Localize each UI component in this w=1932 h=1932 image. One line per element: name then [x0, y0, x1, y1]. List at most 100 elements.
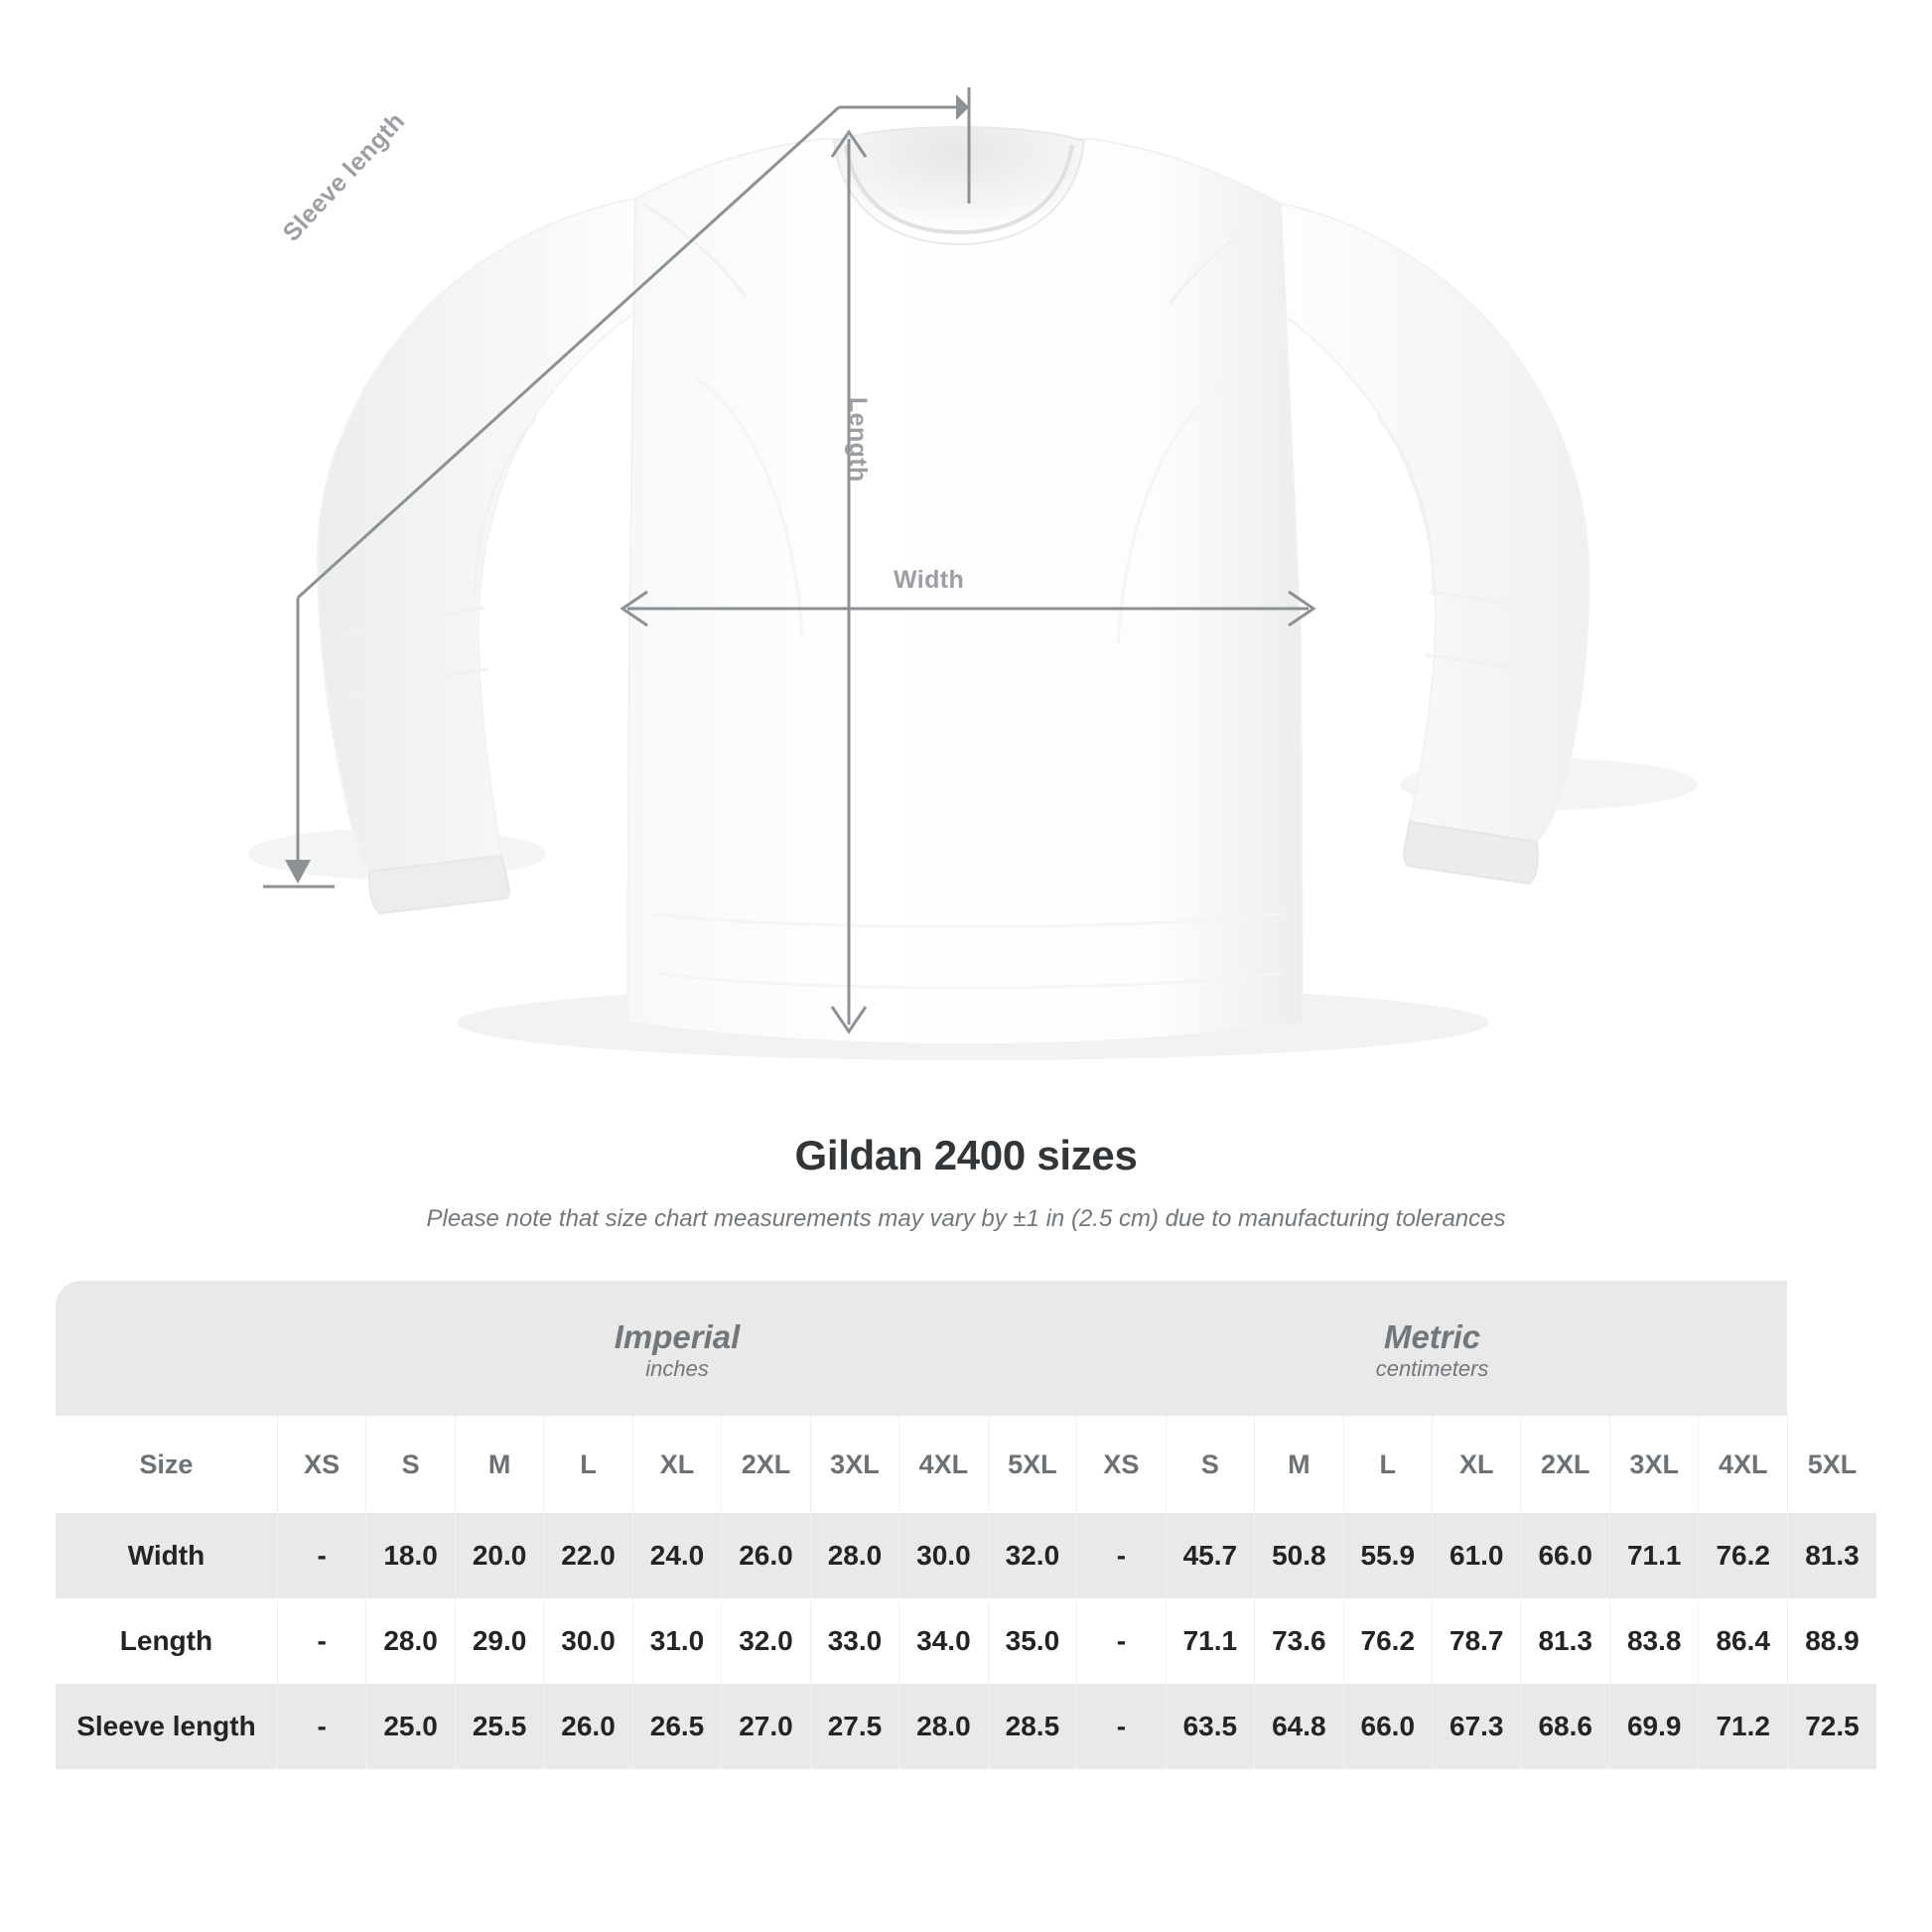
- cell-sleeve-imperial-2xl: 27.0: [721, 1684, 811, 1769]
- right-sleeve: [1247, 202, 1590, 844]
- sleeve-guide-diagonal: [296, 105, 841, 600]
- garment-body: [625, 138, 1305, 1046]
- unit-metric-cell: Metric centimeters: [1077, 1281, 1788, 1416]
- neckline: [832, 125, 1086, 246]
- cell-width-metric-3xl: 71.1: [1608, 1513, 1699, 1598]
- unit-imperial-name: Imperial: [614, 1318, 741, 1356]
- length-arrow-up: [830, 129, 868, 158]
- cell-length-metric-4xl: 86.4: [1698, 1598, 1788, 1684]
- cell-length-imperial-2xl: 32.0: [721, 1598, 811, 1684]
- cell-length-imperial-xs: -: [276, 1598, 366, 1684]
- unit-metric-sub: centimeters: [1375, 1355, 1489, 1381]
- size-header-metric-4xl: 4XL: [1698, 1416, 1788, 1513]
- cell-sleeve-imperial-s: 25.0: [365, 1684, 456, 1769]
- cell-length-metric-xl: 78.7: [1432, 1598, 1521, 1684]
- table-row: Width - 18.0 20.0 22.0 24.0 26.0 28.0 30…: [56, 1513, 1876, 1598]
- unit-metric-name: Metric: [1383, 1318, 1481, 1356]
- collar-rib: [844, 144, 1074, 235]
- cell-width-imperial-5xl: 32.0: [987, 1513, 1077, 1598]
- cell-length-imperial-m: 29.0: [454, 1598, 544, 1684]
- table-row: Sleeve length - 25.0 25.5 26.0 26.5 27.0…: [56, 1684, 1876, 1769]
- cell-sleeve-imperial-5xl: 28.5: [987, 1684, 1077, 1769]
- unit-banner-row: Imperial inches Metric centimeters: [56, 1281, 1876, 1416]
- cell-sleeve-metric-xl: 67.3: [1432, 1684, 1521, 1769]
- cell-width-metric-xs: -: [1076, 1513, 1167, 1598]
- cell-length-imperial-l: 30.0: [543, 1598, 633, 1684]
- size-header-metric-s: S: [1165, 1416, 1255, 1513]
- right-cuff: [1403, 820, 1539, 886]
- cell-width-metric-l: 55.9: [1342, 1513, 1433, 1598]
- length-label: Length: [844, 397, 872, 483]
- cell-width-imperial-3xl: 28.0: [809, 1513, 899, 1598]
- cell-width-imperial-xs: -: [276, 1513, 366, 1598]
- cell-sleeve-imperial-xl: 26.5: [631, 1684, 722, 1769]
- cell-width-imperial-s: 18.0: [365, 1513, 456, 1598]
- sleeve-arrow-down: [285, 860, 311, 884]
- size-header-label: Size: [139, 1449, 194, 1479]
- size-header-imperial-xl: XL: [631, 1416, 722, 1513]
- cell-width-metric-s: 45.7: [1165, 1513, 1255, 1598]
- cell-length-imperial-s: 28.0: [365, 1598, 456, 1684]
- cell-width-imperial-2xl: 26.0: [721, 1513, 811, 1598]
- cell-width-metric-2xl: 66.0: [1520, 1513, 1610, 1598]
- chart-heading: Gildan 2400 sizes Please note that size …: [0, 1132, 1932, 1233]
- size-header-row: Size XS S M L XL 2XL 3XL 4XL 5XL XS S M …: [56, 1416, 1876, 1513]
- cell-width-imperial-4xl: 30.0: [898, 1513, 989, 1598]
- sleeve-arrow-right: [956, 94, 969, 120]
- cell-width-imperial-xl: 24.0: [631, 1513, 722, 1598]
- cell-width-metric-xl: 61.0: [1432, 1513, 1521, 1598]
- size-header-imperial-s: S: [365, 1416, 456, 1513]
- cell-sleeve-metric-3xl: 69.9: [1608, 1684, 1699, 1769]
- length-arrow-down: [830, 1006, 868, 1035]
- table-row: Length - 28.0 29.0 30.0 31.0 32.0 33.0 3…: [56, 1598, 1876, 1684]
- size-chart-table: Imperial inches Metric centimeters Size …: [56, 1281, 1876, 1769]
- cell-length-metric-l: 76.2: [1342, 1598, 1433, 1684]
- unit-imperial-cell: Imperial inches: [277, 1281, 1076, 1416]
- row-label-length: Length: [119, 1625, 213, 1656]
- width-arrow-left: [620, 590, 648, 627]
- measurement-guides: [263, 87, 1316, 1035]
- size-header-metric-l: L: [1342, 1416, 1433, 1513]
- body-folds: [649, 375, 1284, 990]
- cell-length-metric-5xl: 88.9: [1786, 1598, 1876, 1684]
- size-header-metric-m: M: [1254, 1416, 1344, 1513]
- garment-diagram: Sleeve length Length Width: [248, 87, 1698, 1060]
- cell-sleeve-metric-4xl: 71.2: [1698, 1684, 1788, 1769]
- cell-length-imperial-4xl: 34.0: [898, 1598, 989, 1684]
- left-cuff: [367, 854, 510, 915]
- cell-sleeve-imperial-3xl: 27.5: [809, 1684, 899, 1769]
- unit-banner-spacer: [56, 1281, 277, 1416]
- cell-length-imperial-xl: 31.0: [631, 1598, 722, 1684]
- size-header-metric-2xl: 2XL: [1520, 1416, 1610, 1513]
- size-header-imperial-3xl: 3XL: [809, 1416, 899, 1513]
- tolerance-note: Please note that size chart measurements…: [426, 1205, 1506, 1232]
- garment-illustration: [248, 87, 1698, 1060]
- cell-length-imperial-3xl: 33.0: [809, 1598, 899, 1684]
- cell-sleeve-metric-s: 63.5: [1165, 1684, 1255, 1769]
- cell-sleeve-metric-2xl: 68.6: [1520, 1684, 1610, 1769]
- cell-length-metric-xs: -: [1076, 1598, 1167, 1684]
- width-arrow-right: [1288, 590, 1316, 627]
- width-label: Width: [894, 566, 965, 594]
- cell-sleeve-imperial-m: 25.5: [454, 1684, 544, 1769]
- size-header-metric-3xl: 3XL: [1608, 1416, 1699, 1513]
- row-label-width: Width: [127, 1540, 206, 1571]
- left-sleeve-folds: [342, 416, 538, 697]
- size-header-imperial-4xl: 4XL: [898, 1416, 989, 1513]
- cell-length-metric-3xl: 83.8: [1608, 1598, 1699, 1684]
- cell-length-metric-s: 71.1: [1165, 1598, 1255, 1684]
- right-sleeve-folds: [1376, 416, 1568, 679]
- size-chart-table-wrapper: Imperial inches Metric centimeters Size …: [56, 1281, 1876, 1769]
- size-header-metric-5xl: 5XL: [1786, 1416, 1876, 1513]
- cell-sleeve-imperial-l: 26.0: [543, 1684, 633, 1769]
- cell-sleeve-metric-l: 66.0: [1342, 1684, 1433, 1769]
- cell-length-imperial-5xl: 35.0: [987, 1598, 1077, 1684]
- cell-length-metric-m: 73.6: [1254, 1598, 1344, 1684]
- cell-sleeve-metric-5xl: 72.5: [1786, 1684, 1876, 1769]
- shoulder-seams: [642, 202, 1276, 305]
- size-header-imperial-xs: XS: [276, 1416, 366, 1513]
- size-header-metric-xs: XS: [1076, 1416, 1167, 1513]
- cell-width-metric-5xl: 81.3: [1786, 1513, 1876, 1598]
- cell-length-metric-2xl: 81.3: [1520, 1598, 1610, 1684]
- size-header-metric-xl: XL: [1432, 1416, 1521, 1513]
